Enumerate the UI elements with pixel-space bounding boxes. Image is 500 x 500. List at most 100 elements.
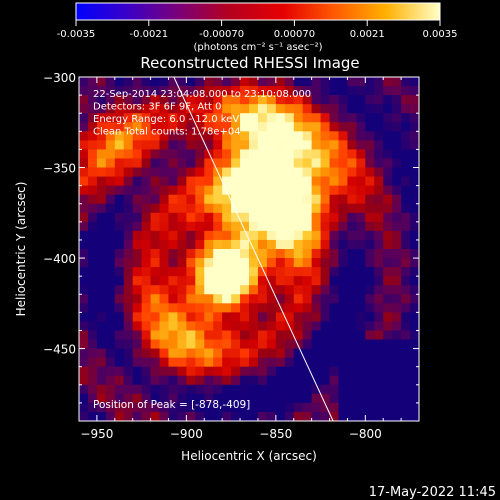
heatmap-cell [177, 95, 187, 105]
heatmap-cell [222, 294, 232, 304]
heatmap-cell [231, 357, 241, 368]
heatmap-cell [347, 339, 357, 350]
heatmap-cell [240, 131, 250, 141]
heatmap-cell [168, 321, 179, 332]
heatmap-cell [257, 185, 268, 196]
heatmap-cell [347, 321, 357, 332]
heatmap-cell [320, 203, 331, 214]
heatmap-cell [123, 212, 134, 223]
heatmap-cell [383, 339, 393, 350]
heatmap-cell [302, 122, 313, 132]
heatmap-cell [266, 131, 277, 141]
heatmap-cell [293, 167, 304, 178]
heatmap-cell [374, 303, 384, 313]
heatmap-cell [79, 330, 89, 341]
heatmap-cell [186, 104, 196, 114]
heatmap-cell [284, 149, 295, 160]
heatmap-cell [222, 303, 232, 313]
heatmap-cell [222, 285, 232, 295]
heatmap-cell [320, 95, 331, 105]
heatmap-cell [186, 131, 196, 141]
heatmap-cell [257, 312, 268, 323]
heatmap-cell [257, 86, 268, 96]
heatmap-cell [410, 276, 419, 286]
heatmap-cell [168, 86, 179, 96]
heatmap-cell [168, 411, 179, 421]
heatmap-cell [347, 366, 357, 377]
heatmap-cell [159, 321, 170, 332]
heatmap-cell [87, 285, 98, 295]
heatmap-cell [213, 203, 223, 214]
heatmap-cell [275, 203, 286, 214]
heatmap-cell [410, 122, 419, 132]
heatmap-cell [177, 194, 187, 205]
heatmap-cell [365, 149, 375, 160]
heatmap-cell [105, 239, 116, 250]
heatmap-cell [356, 330, 366, 341]
heatmap-cell [410, 167, 419, 178]
heatmap-cell [338, 185, 349, 196]
heatmap-cell [132, 330, 143, 341]
heatmap-cell [79, 267, 89, 277]
heatmap-cell [410, 258, 419, 268]
heatmap-cell [338, 140, 349, 151]
heatmap-cell [96, 203, 107, 214]
heatmap-cell [177, 402, 187, 413]
heatmap-cell [150, 303, 161, 313]
heatmap-cell [222, 402, 232, 413]
heatmap-cell [275, 366, 286, 377]
heatmap-cell [356, 194, 366, 205]
heatmap-cell [222, 194, 232, 205]
heatmap-cell [374, 249, 384, 259]
heatmap-cell [168, 339, 179, 350]
heatmap-cell [410, 294, 419, 304]
heatmap-cell [204, 384, 214, 395]
heatmap-cell [249, 258, 259, 268]
heatmap-cell [365, 249, 375, 259]
heatmap-cell [222, 348, 232, 359]
heatmap-cell [392, 230, 402, 241]
heatmap-cell [356, 312, 366, 323]
heatmap-cell [257, 402, 268, 413]
heatmap-cell [79, 194, 89, 205]
heatmap-cell [186, 303, 196, 313]
heatmap-cell [132, 176, 143, 187]
heatmap-cell [374, 294, 384, 304]
heatmap-cell [302, 167, 313, 178]
heatmap-cell [311, 158, 322, 169]
heatmap-cell [132, 276, 143, 286]
heatmap-cell [392, 95, 402, 105]
heatmap-cell [150, 221, 161, 232]
heatmap-cell [87, 86, 98, 96]
heatmap-cell [356, 104, 366, 114]
heatmap-cell [347, 258, 357, 268]
heatmap-cell [249, 104, 259, 114]
heatmap-cell [186, 158, 196, 169]
heatmap-cell [311, 86, 322, 96]
heatmap-cell [356, 167, 366, 178]
heatmap-cell [275, 294, 286, 304]
heatmap-cell [231, 393, 241, 404]
heatmap-cell [249, 158, 259, 169]
heatmap-cell [177, 77, 187, 87]
heatmap-cell [87, 411, 98, 421]
heatmap-cell [383, 303, 393, 313]
heatmap-cell [284, 375, 295, 386]
heatmap-cell [240, 95, 250, 105]
heatmap-cell [204, 176, 214, 187]
heatmap-cell [186, 249, 196, 259]
heatmap-cell [222, 321, 232, 332]
heatmap-cell [123, 267, 134, 277]
heatmap-cell [365, 113, 375, 123]
heatmap-cell [383, 140, 393, 151]
heatmap-cell [410, 366, 419, 377]
heatmap-cell [257, 276, 268, 286]
heatmap-cell [231, 185, 241, 196]
heatmap-cell [338, 158, 349, 169]
heatmap-cell [293, 140, 304, 151]
annotation-block: 22-Sep-2014 23:04:08.000 to 23:10:08.000… [93, 89, 311, 138]
heatmap-cell [410, 249, 419, 259]
heatmap-cell [150, 176, 161, 187]
heatmap-cell [302, 366, 313, 377]
heatmap-cell [132, 140, 143, 151]
